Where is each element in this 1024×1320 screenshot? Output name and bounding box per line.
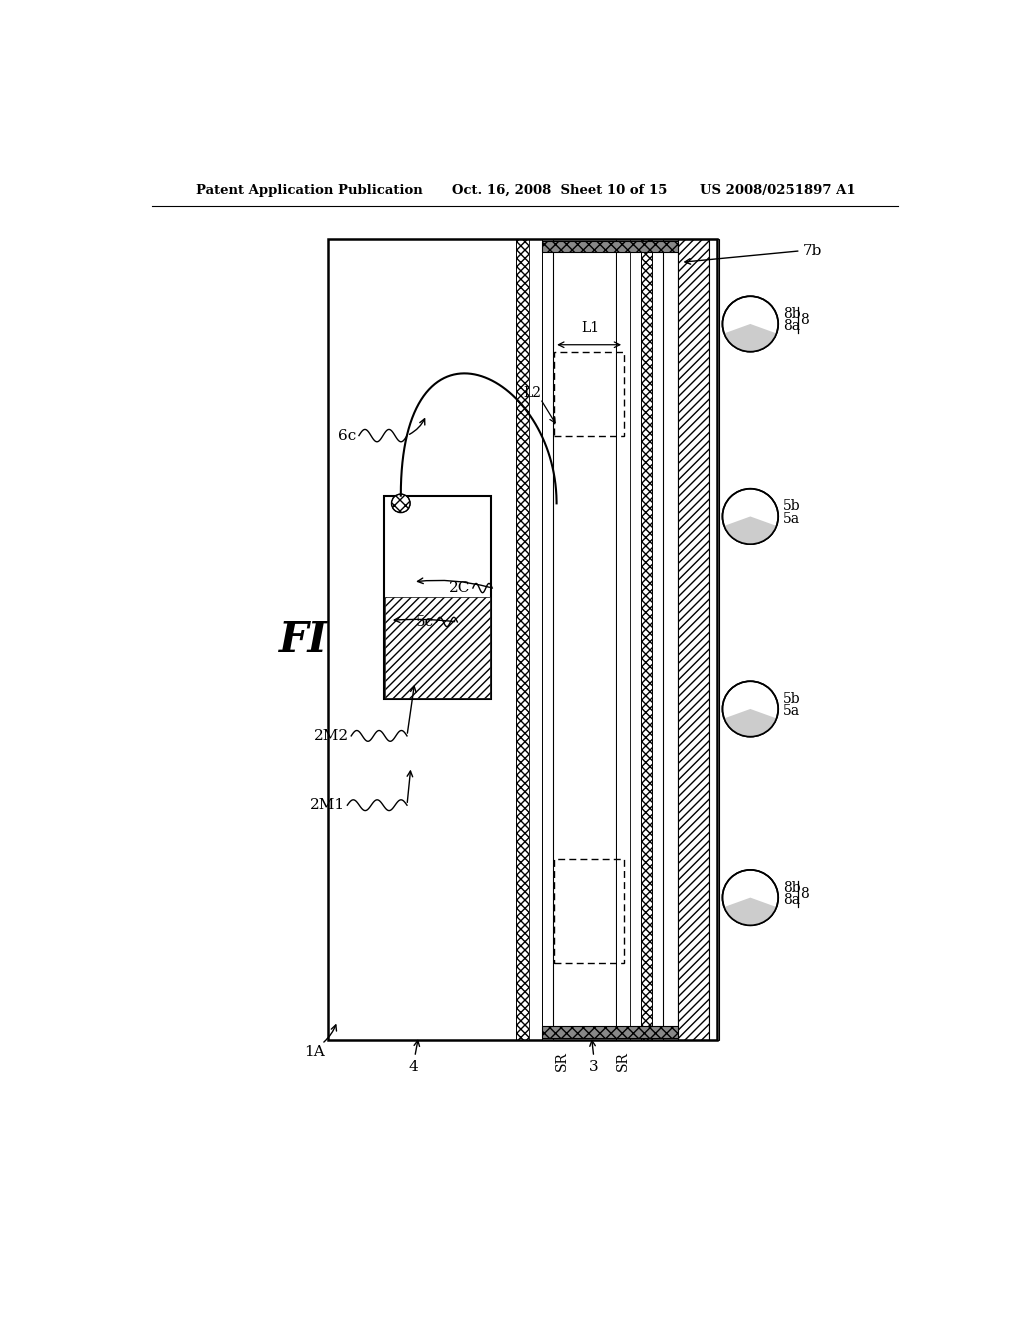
Circle shape — [722, 296, 778, 351]
Text: 8a: 8a — [783, 319, 800, 333]
Text: 7b: 7b — [802, 244, 821, 257]
Wedge shape — [724, 516, 776, 544]
Text: SR: SR — [555, 1051, 569, 1071]
Bar — [641, 239, 652, 1040]
Bar — [663, 239, 719, 1040]
Circle shape — [722, 870, 778, 925]
Text: 2C: 2C — [450, 581, 471, 595]
Bar — [529, 239, 542, 1040]
Bar — [616, 239, 630, 1040]
Text: L2: L2 — [523, 387, 542, 400]
Text: 8b: 8b — [783, 880, 801, 895]
Text: US 2008/0251897 A1: US 2008/0251897 A1 — [700, 185, 856, 197]
Text: Patent Application Publication: Patent Application Publication — [197, 185, 423, 197]
Bar — [542, 1026, 678, 1038]
Bar — [542, 239, 553, 1040]
Circle shape — [722, 488, 778, 544]
Circle shape — [391, 494, 410, 512]
Text: 5a: 5a — [783, 705, 800, 718]
Circle shape — [722, 681, 778, 737]
Bar — [328, 239, 717, 1040]
Text: 5b: 5b — [783, 499, 801, 513]
Bar — [385, 597, 489, 698]
Text: 8a: 8a — [783, 892, 800, 907]
Bar — [515, 239, 652, 1040]
Bar — [663, 239, 678, 1040]
Text: 5c: 5c — [416, 615, 434, 628]
Bar — [515, 239, 529, 1040]
Text: FIG. 13: FIG. 13 — [280, 619, 450, 660]
Text: 2M1: 2M1 — [310, 799, 345, 812]
Bar — [710, 239, 719, 1040]
Text: 6c: 6c — [338, 429, 356, 442]
Text: Oct. 16, 2008  Sheet 10 of 15: Oct. 16, 2008 Sheet 10 of 15 — [452, 185, 668, 197]
Bar — [542, 240, 678, 252]
Wedge shape — [724, 898, 776, 925]
Bar — [554, 859, 624, 964]
Text: 2M2: 2M2 — [313, 729, 349, 743]
Bar — [553, 239, 616, 1040]
Bar — [554, 352, 624, 436]
Bar — [630, 239, 641, 1040]
Text: SR: SR — [615, 1051, 630, 1071]
Text: 8: 8 — [800, 313, 809, 327]
Text: 3: 3 — [589, 1060, 599, 1074]
Text: 5a: 5a — [783, 512, 800, 525]
Text: 4: 4 — [409, 1060, 418, 1074]
Text: 8: 8 — [800, 887, 809, 900]
Wedge shape — [724, 323, 776, 351]
Bar — [678, 239, 710, 1040]
Text: L1: L1 — [582, 322, 600, 335]
Wedge shape — [724, 709, 776, 737]
Text: 8b: 8b — [783, 308, 801, 321]
Bar — [384, 496, 490, 700]
Bar — [328, 239, 717, 1040]
Text: 5b: 5b — [783, 692, 801, 706]
Text: 1A: 1A — [304, 1044, 325, 1059]
